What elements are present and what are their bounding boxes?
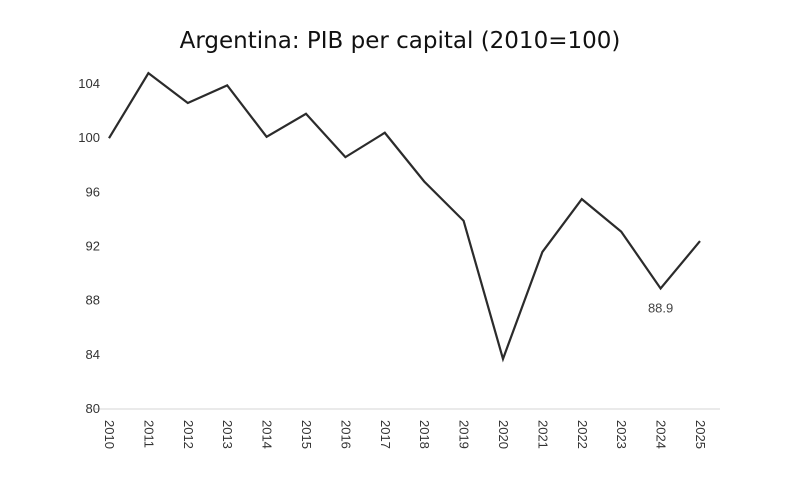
x-tick-label: 2019 (457, 420, 472, 449)
y-tick-label: 92 (86, 239, 100, 254)
y-tick-label: 96 (86, 184, 100, 199)
x-tick-label: 2022 (575, 420, 590, 449)
y-tick-label: 84 (86, 347, 100, 362)
x-tick-label: 2023 (614, 420, 629, 449)
x-tick-label: 2014 (260, 420, 275, 449)
y-tick-label: 104 (78, 76, 100, 91)
y-tick-label: 88 (86, 293, 100, 308)
x-tick-label: 2012 (181, 420, 196, 449)
x-tick-label: 2011 (141, 420, 156, 448)
x-tick-label: 2021 (535, 420, 550, 449)
x-tick-label: 2024 (654, 420, 669, 449)
y-tick-label: 100 (78, 130, 100, 145)
series-line (108, 71, 701, 363)
x-tick-label: 2016 (338, 420, 353, 449)
data-label: 88.9 (648, 300, 673, 315)
x-tick-label: 2017 (378, 420, 393, 449)
x-tick-label: 2010 (102, 420, 117, 449)
chart-title: Argentina: PIB per capital (2010=100) (180, 28, 621, 54)
y-tick-label: 80 (86, 401, 100, 416)
x-tick-label: 2018 (417, 420, 432, 449)
x-tick-label: 2020 (496, 420, 511, 449)
x-tick-label: 2015 (299, 420, 314, 449)
x-tick-label: 2013 (220, 420, 235, 449)
x-tick-label: 2025 (693, 420, 708, 449)
